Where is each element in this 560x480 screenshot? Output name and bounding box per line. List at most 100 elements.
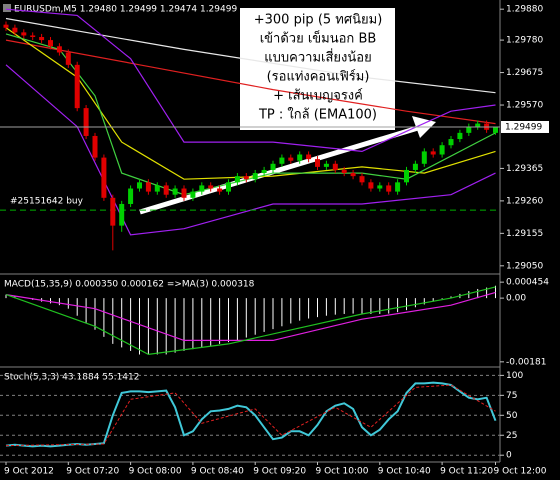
candle-body xyxy=(110,197,116,226)
x-tick-label: 9 Oct 10:40 xyxy=(378,467,431,477)
x-tick-label: 9 Oct 2012 xyxy=(4,467,54,477)
candle-body xyxy=(163,185,169,195)
candle-body xyxy=(128,188,134,204)
y-tick-label: 1.29365 xyxy=(506,164,543,174)
candle-body xyxy=(92,135,98,158)
candle-body xyxy=(270,163,276,170)
candle-body xyxy=(430,151,436,155)
candle-body xyxy=(448,139,454,146)
y-tick-label: 50 xyxy=(506,411,518,421)
x-tick-label: 9 Oct 09:20 xyxy=(253,467,306,477)
candle-body xyxy=(323,163,329,167)
annotation-text: +300 pip (5 ทศนิยม) xyxy=(254,13,383,28)
y-tick-label: 1.29260 xyxy=(506,196,543,206)
y-tick-label: 1.29155 xyxy=(506,229,543,239)
y-tick-label: 75 xyxy=(506,391,517,401)
y-tick-label: 25 xyxy=(506,431,517,441)
y-tick-label: 1.29050 xyxy=(506,261,543,271)
candle-body xyxy=(199,185,205,192)
annotation-text: เข้าด้วย เข็มนอก BB xyxy=(260,29,377,47)
y-tick-label: -0.00181 xyxy=(506,357,546,367)
overlay-line xyxy=(5,39,496,125)
candle-body xyxy=(412,163,418,170)
candle-body xyxy=(217,188,223,192)
candle-body xyxy=(65,52,71,65)
candle-body xyxy=(404,169,409,183)
candle-body xyxy=(101,157,107,198)
annotation-text: + เส้นเบญจรงค์ xyxy=(273,88,363,104)
candle-body xyxy=(119,203,125,226)
candle-body xyxy=(190,191,196,198)
candle-body xyxy=(386,185,392,192)
candle-body xyxy=(359,176,365,183)
candle-body xyxy=(368,182,374,189)
annotation-text: (รอแท่งคอนเฟิร์ม) xyxy=(267,69,370,85)
candle-body xyxy=(252,173,258,180)
candle-body xyxy=(421,151,427,164)
candle-body xyxy=(83,108,89,136)
y-tick-label: 1.29880 xyxy=(506,5,543,15)
candle-body xyxy=(145,182,151,192)
price-label: 1.29499 xyxy=(505,122,542,132)
macd-title: MACD(15,35,9) 0.000350 0.000162 =>MA(3) … xyxy=(4,280,255,290)
candle-body xyxy=(226,182,231,192)
candle-body xyxy=(21,32,27,36)
y-tick-label: 100 xyxy=(506,371,523,381)
candle-body xyxy=(56,46,62,53)
candle-body xyxy=(341,169,347,174)
overlay-line xyxy=(5,64,496,236)
symbol-icon xyxy=(3,4,11,12)
price-box xyxy=(501,120,549,133)
x-tick-label: 9 Oct 08:00 xyxy=(129,467,182,477)
candle-body xyxy=(39,37,45,41)
candle-body xyxy=(137,182,142,189)
x-tick-label: 9 Oct 12:00 xyxy=(494,467,547,477)
candle-body xyxy=(493,126,498,133)
candle-body xyxy=(181,188,187,198)
candle-body xyxy=(48,40,53,47)
y-tick-label: 1.29780 xyxy=(506,36,543,46)
overlay-line xyxy=(5,27,496,180)
candle-body xyxy=(457,132,463,140)
candle-body xyxy=(306,154,312,160)
candle-body xyxy=(30,35,36,38)
y-tick-label: 0.000454 xyxy=(506,278,549,288)
candle-body xyxy=(234,176,240,183)
signal-line xyxy=(5,286,496,356)
candle-body xyxy=(297,154,303,161)
candle-body xyxy=(3,24,9,28)
candle-body xyxy=(288,157,294,161)
y-tick-label: 1.29675 xyxy=(506,68,543,78)
candle-body xyxy=(208,185,214,189)
candle-body xyxy=(466,126,472,133)
chart-title: EURUSDm,M5 1.29480 1.29499 1.29474 1.294… xyxy=(14,5,237,15)
annotation-arrow xyxy=(139,125,419,215)
stoch-line xyxy=(5,384,496,447)
signal-line xyxy=(5,291,496,341)
candle-body xyxy=(315,159,320,167)
stoch-title: Stoch(5,3,3) 43.1884 55.1412 xyxy=(4,373,139,383)
candle-body xyxy=(439,145,445,155)
x-tick-label: 9 Oct 10:00 xyxy=(316,467,369,477)
candle-body xyxy=(395,182,401,192)
x-tick-label: 9 Oct 11:20 xyxy=(440,467,493,477)
overlay-line xyxy=(5,17,496,94)
candle-body xyxy=(74,64,80,109)
order-label: #25151642 buy xyxy=(10,197,84,207)
overlay-line xyxy=(5,8,496,153)
candle-body xyxy=(332,163,338,170)
annotation-box xyxy=(240,8,395,130)
candle-body xyxy=(279,157,285,164)
candle-body xyxy=(154,185,160,192)
candle-body xyxy=(172,188,178,195)
x-tick-label: 9 Oct 07:20 xyxy=(66,467,119,477)
candle-body xyxy=(243,176,249,180)
x-tick-label: 9 Oct 08:40 xyxy=(191,467,244,477)
y-tick-label: 0.00 xyxy=(506,294,526,304)
y-tick-label: 1.29570 xyxy=(506,101,543,111)
annotation-text: แบบความเสี่ยงน้อย xyxy=(264,49,371,66)
annotation-text: TP : ใกล้ (EMA100) xyxy=(258,107,377,123)
candle-body xyxy=(377,185,383,189)
